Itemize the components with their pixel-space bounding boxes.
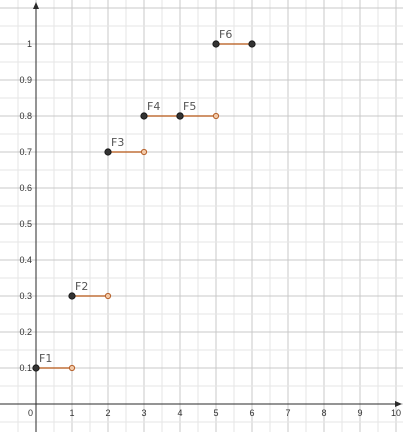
segment-label-f4: F4 (147, 100, 160, 113)
y-tick-label: 0.8 (19, 111, 32, 121)
x-tick-label: 9 (357, 408, 362, 418)
x-tick-label: 4 (177, 408, 182, 418)
y-tick-label: 0.2 (19, 327, 32, 337)
y-tick-label: 0.7 (19, 147, 32, 157)
closed-point (248, 40, 256, 48)
x-tick-label: 2 (105, 408, 110, 418)
y-tick-label: 0.6 (19, 183, 32, 193)
closed-point (104, 148, 112, 156)
segment-label-f1: F1 (39, 352, 52, 365)
closed-point (68, 292, 76, 300)
segments (36, 43, 252, 369)
x-tick-label: 5 (213, 408, 218, 418)
y-tick-label: 0.9 (19, 75, 32, 85)
segment-label-f2: F2 (75, 280, 88, 293)
segment-label-f6: F6 (219, 28, 232, 41)
y-tick-label: 1 (27, 39, 32, 49)
y-tick-label: 0.4 (19, 255, 32, 265)
open-point (140, 148, 148, 156)
x-tick-label: 6 (249, 408, 254, 418)
closed-point (212, 40, 220, 48)
open-point (68, 364, 76, 372)
segment-label-f3: F3 (111, 136, 124, 149)
x-axis-arrow (395, 401, 402, 407)
y-tick-label: 0.5 (19, 219, 32, 229)
open-point (212, 112, 220, 120)
open-point (104, 292, 112, 300)
x-tick-label: 8 (321, 408, 326, 418)
segment-label-f5: F5 (183, 100, 196, 113)
x-tick-label: 0 (28, 408, 33, 418)
closed-point (176, 112, 184, 120)
closed-point (140, 112, 148, 120)
x-tick-label: 7 (285, 408, 290, 418)
y-axis-arrow (33, 2, 39, 9)
y-tick-label: 0.3 (19, 291, 32, 301)
x-tick-label: 10 (391, 408, 401, 418)
tick-labels: 0 1 2 3 4 5 6 7 8 9 10 0.1 0.2 0.3 0.4 0.5 0.6 0.7 0.8 0.9 1 (19, 39, 401, 418)
closed-point (32, 364, 40, 372)
points (32, 40, 256, 372)
x-tick-label: 1 (69, 408, 74, 418)
x-tick-label: 3 (141, 408, 146, 418)
segment-labels: F1 F2 F3 F4 F5 F6 (39, 28, 232, 365)
y-tick-label: 0.1 (19, 363, 32, 373)
